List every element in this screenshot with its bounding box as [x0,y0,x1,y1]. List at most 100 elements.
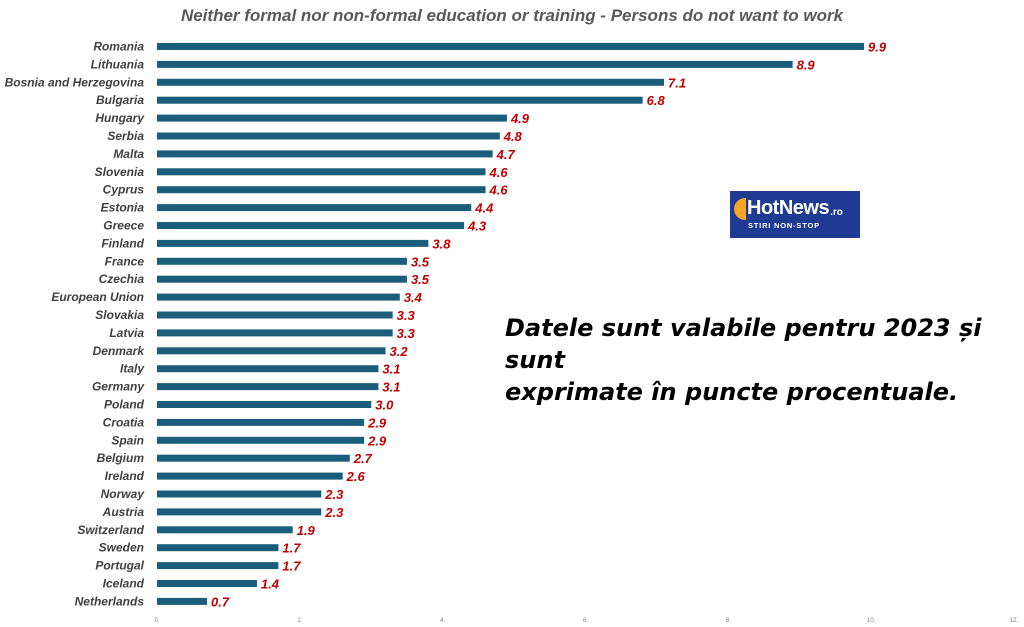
logo-name: HotNews [747,197,830,219]
value-label: 3.0 [375,398,394,413]
bar [157,186,486,194]
value-label: 3.3 [397,308,416,323]
category-label: France [105,254,145,268]
category-label: Romania [93,40,144,54]
bar [157,132,500,140]
x-tick-label: 8. [726,618,731,624]
category-label: Czechia [99,272,145,286]
category-label: Ireland [105,469,145,483]
category-label: Hungary [95,111,145,125]
bar [157,293,400,301]
x-tick-label: 6. [583,618,588,624]
category-label: Poland [104,398,145,412]
category-label: Lithuania [91,57,145,71]
value-label: 1.9 [297,523,316,538]
bar [157,168,486,176]
value-label: 3.1 [382,362,400,377]
bar [157,580,257,587]
bar [157,597,207,605]
bar [157,239,429,247]
bar [157,383,379,391]
bar [157,78,665,86]
bar [157,43,865,50]
sun-icon [734,197,746,220]
x-tick-label: 0. [154,618,159,624]
category-label: Serbia [107,129,144,143]
value-label: 0.7 [211,594,230,609]
bar [157,257,407,265]
category-label: Germany [92,380,145,394]
bar [157,562,279,570]
annotation-text: Datele sunt valabile pentru 2023 și sunt… [505,312,1005,408]
value-label: 2.3 [324,505,344,520]
value-label: 4.3 [467,219,487,234]
bar [157,472,343,480]
value-label: 1.4 [261,577,280,592]
category-label: Netherlands [75,594,145,608]
value-label: 3.2 [390,344,409,359]
category-label: Greece [103,219,144,233]
value-label: 4.6 [489,183,509,198]
bar [157,275,407,283]
bar [157,436,365,444]
logo-suffix: .ro [830,207,843,218]
value-label: 3.4 [404,290,423,305]
category-label: Norway [101,487,146,501]
value-label: 3.5 [411,272,430,287]
value-label: 3.8 [432,236,451,251]
category-label: Austria [102,505,145,519]
x-tick-label: 10. [867,618,876,624]
bar [157,96,643,104]
category-label: Cyprus [103,183,145,197]
category-label: Sweden [99,541,144,555]
bar [157,418,365,426]
bar [157,401,372,408]
value-label: 3.1 [382,380,400,395]
value-label: 4.4 [474,201,494,216]
annotation-line-2: exprimate în puncte procentuale. [505,378,959,406]
category-label: Belgium [97,451,145,465]
category-label: Slovakia [95,308,144,322]
bar [157,329,393,337]
hotnews-logo: HotNews .ro STIRI NON-STOP [730,191,860,238]
bar [157,311,393,319]
value-label: 7.1 [668,75,686,90]
x-tick-label: 4. [440,618,445,624]
category-label: Iceland [103,577,145,591]
category-label: Bosnia and Herzegovina [5,75,145,89]
value-label: 3.3 [397,326,416,341]
value-label: 2.9 [367,415,387,430]
value-label: 4.9 [510,111,530,126]
category-label: European Union [51,290,144,304]
bar [157,490,322,498]
bar [157,508,322,516]
category-label: Finland [101,236,144,250]
x-tick-label: 12. [1010,618,1019,624]
category-label: Bulgaria [96,93,144,107]
chart-title: Neither formal nor non-formal education … [180,6,844,25]
x-tick-label: 2. [297,618,302,624]
bar [157,347,386,355]
value-label: 3.5 [411,254,430,269]
value-label: 4.6 [489,165,509,180]
bar [157,60,793,68]
value-label: 1.7 [282,559,301,574]
category-label: Denmark [93,344,146,358]
bar [157,544,279,552]
category-label: Portugal [95,559,144,573]
bar [157,204,472,212]
category-label: Estonia [101,201,145,215]
value-label: 4.8 [503,129,523,144]
annotation-line-1: Datele sunt valabile pentru 2023 și sunt [505,314,982,374]
category-label: Italy [120,362,145,376]
value-label: 2.9 [367,433,387,448]
value-label: 1.7 [282,541,301,556]
category-label: Latvia [109,326,144,340]
category-label: Spain [111,433,144,447]
category-label: Slovenia [95,165,145,179]
bar [157,526,293,534]
category-label: Malta [113,147,144,161]
value-label: 4.7 [496,147,516,162]
